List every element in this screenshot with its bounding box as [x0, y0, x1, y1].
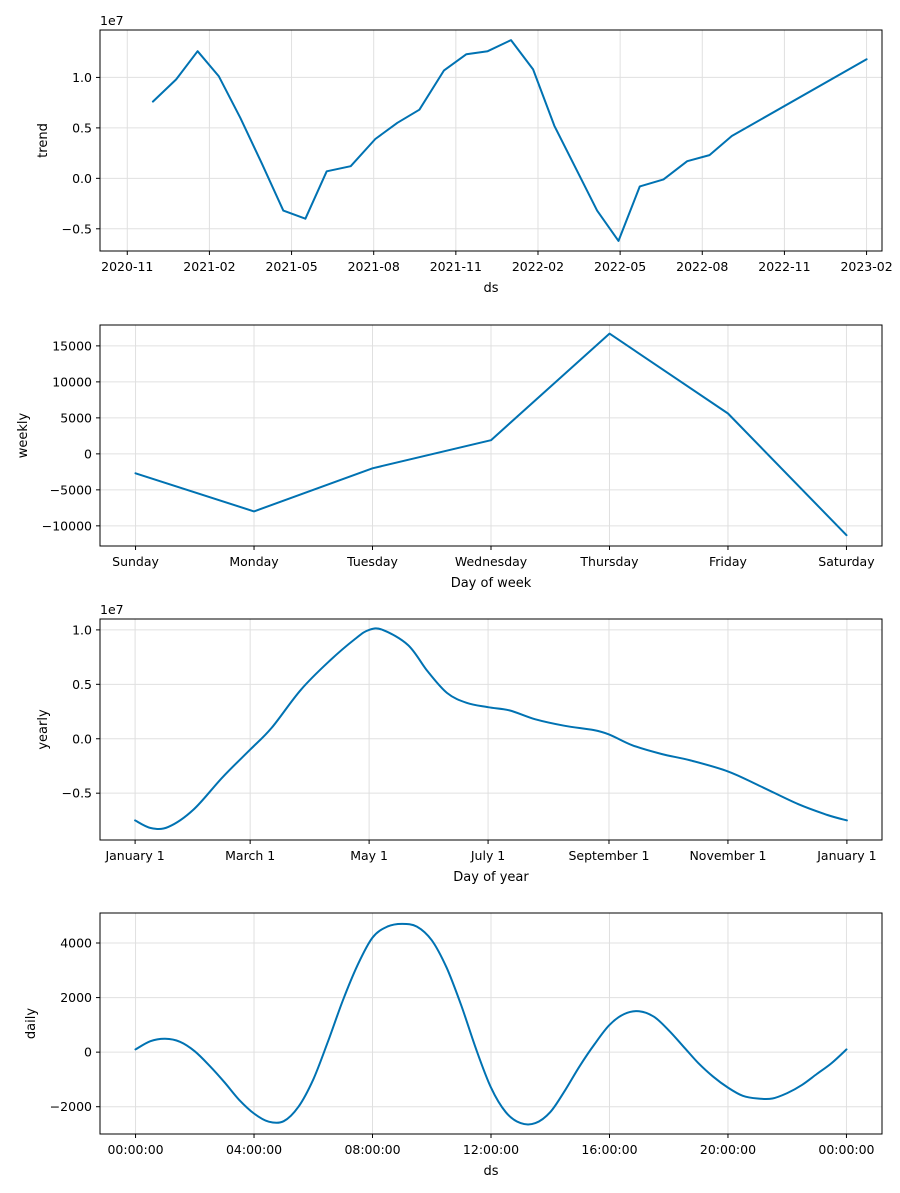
x-tick-label: Wednesday	[455, 554, 528, 569]
x-tick-label: January 1	[104, 848, 164, 863]
yearly-axes-frame	[99, 618, 883, 841]
daily-x-axis-label: ds	[483, 1164, 498, 1179]
y-tick-label: 2000	[60, 990, 92, 1005]
x-tick-label: 00:00:00	[107, 1142, 163, 1157]
x-tick-label: 2023-02	[840, 259, 892, 274]
x-tick-label: 08:00:00	[344, 1142, 400, 1157]
weekly-series-line	[134, 332, 848, 537]
x-tick-label: 2021-05	[265, 259, 317, 274]
y-tick-label: 0	[84, 1045, 92, 1060]
x-tick-label: 00:00:00	[818, 1142, 874, 1157]
daily-series-line	[134, 922, 848, 1126]
x-tick-label: 16:00:00	[581, 1142, 637, 1157]
y-tick-label: 0	[84, 446, 92, 461]
x-tick-label: 2020-11	[101, 259, 153, 274]
x-tick-label: 2021-11	[430, 259, 482, 274]
y-tick-label: 10000	[52, 374, 92, 389]
y-tick-label: 0.5	[72, 120, 92, 135]
yearly-panel: January 1 March 1 May 1 July 1 September 1 No…	[36, 602, 883, 885]
x-tick-label: March 1	[225, 848, 275, 863]
yearly-series-line	[134, 627, 848, 831]
daily-panel: 00:00:00 04:00:00 08:00:00 12:00:00 16:00:00…	[24, 912, 883, 1179]
x-tick-label: September 1	[568, 848, 649, 863]
y-tick-label: 15000	[52, 338, 92, 353]
y-tick-label: −0.5	[62, 221, 92, 236]
x-tick-label: May 1	[350, 848, 388, 863]
x-tick-label: Tuesday	[346, 554, 398, 569]
trend-panel: 2020-11 2021-02 2021-05 2021-08 2021-11 2022-…	[36, 13, 893, 296]
y-tick-label: −0.5	[62, 786, 92, 801]
x-tick-label: 2022-02	[512, 259, 564, 274]
x-tick-label: 2022-11	[758, 259, 810, 274]
x-tick-label: Thursday	[579, 554, 639, 569]
x-tick-label: January 1	[816, 848, 876, 863]
trend-y-offset-label: 1e7	[100, 13, 124, 28]
y-tick-label: −5000	[50, 482, 92, 497]
y-tick-label: −10000	[42, 518, 92, 533]
y-tick-label: −2000	[50, 1099, 92, 1114]
yearly-y-offset-label: 1e7	[100, 602, 124, 617]
x-tick-label: July 1	[470, 848, 505, 863]
x-tick-label: 2021-08	[348, 259, 400, 274]
y-tick-label: 1.0	[72, 622, 92, 637]
weekly-x-axis-label: Day of week	[451, 576, 532, 591]
yearly-y-axis-label: yearly	[36, 709, 51, 750]
x-tick-label: 2022-05	[594, 259, 646, 274]
y-tick-label: 4000	[60, 936, 92, 951]
y-tick-label: 0.0	[72, 171, 92, 186]
x-tick-label: Saturday	[818, 554, 875, 569]
daily-y-axis-label: daily	[24, 1008, 39, 1039]
trend-y-axis-label: trend	[36, 123, 51, 158]
x-tick-label: Monday	[229, 554, 279, 569]
y-tick-label: 1.0	[72, 70, 92, 85]
x-tick-label: November 1	[689, 848, 766, 863]
y-tick-label: 0.5	[72, 677, 92, 692]
trend-x-axis-label: ds	[483, 281, 498, 296]
x-tick-label: 04:00:00	[226, 1142, 282, 1157]
x-tick-label: 2021-02	[183, 259, 235, 274]
weekly-y-axis-label: weekly	[16, 412, 31, 458]
weekly-panel: Sunday Monday Tuesday Wednesday Thursday Frid…	[16, 324, 883, 591]
yearly-x-axis-label: Day of year	[453, 870, 529, 885]
y-tick-label: 5000	[60, 410, 92, 425]
trend-axes-frame	[99, 29, 883, 252]
x-tick-label: 12:00:00	[463, 1142, 519, 1157]
trend-series-line	[151, 39, 868, 242]
x-tick-label: Friday	[709, 554, 747, 569]
y-tick-label: 0.0	[72, 731, 92, 746]
x-tick-label: 20:00:00	[700, 1142, 756, 1157]
x-tick-label: Sunday	[112, 554, 159, 569]
x-tick-label: 2022-08	[676, 259, 728, 274]
